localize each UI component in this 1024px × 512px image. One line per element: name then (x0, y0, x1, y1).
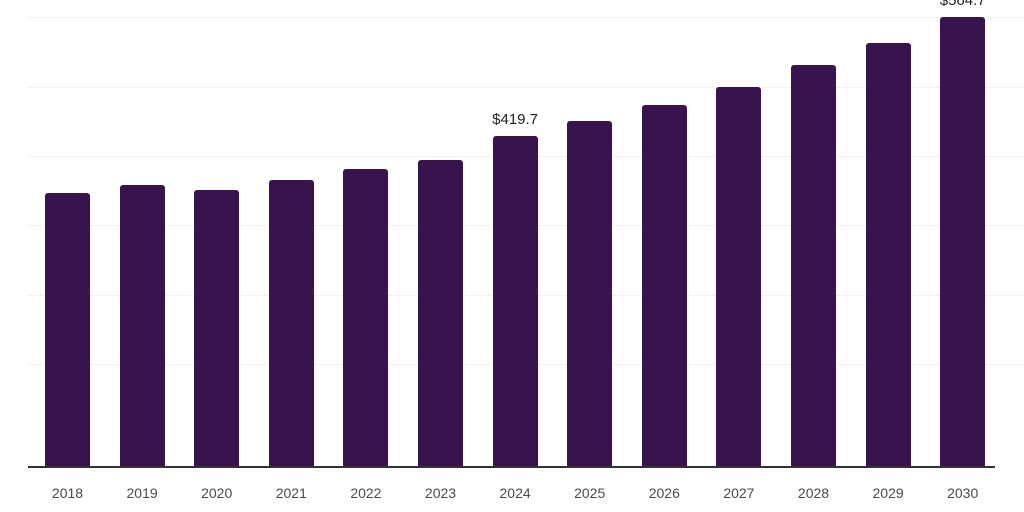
bar-group (343, 0, 389, 466)
x-tick-label-2029: 2029 (872, 485, 904, 501)
x-axis-tick-labels: 2018 2019 2020 2021 2022 2023 2024 2025 2026 2027… (0, 466, 1024, 512)
bar-2022[interactable] (343, 169, 389, 466)
x-tick-label-2025: 2025 (574, 485, 606, 501)
bar-2026[interactable] (641, 104, 687, 466)
bar-group (641, 0, 687, 466)
bar-group (194, 0, 240, 466)
bar-2021[interactable] (268, 180, 314, 466)
bar-group (567, 0, 613, 466)
bar-group (268, 0, 314, 466)
x-tick-label-2026: 2026 (648, 485, 680, 501)
x-tick-label-2024: 2024 (499, 485, 531, 501)
bar-group (791, 0, 836, 466)
x-tick-label-2022: 2022 (350, 485, 382, 501)
bar-2024[interactable] (492, 135, 538, 466)
bar-group (45, 0, 90, 466)
bar-value-label-2024: $419.7 (492, 110, 539, 128)
bar-2020[interactable] (194, 190, 240, 466)
bar-group: $564.7 (939, 0, 986, 466)
bar-2018[interactable] (45, 193, 90, 466)
x-axis-line (28, 466, 995, 468)
bar-2019[interactable] (119, 185, 165, 466)
x-tick-label-2019: 2019 (126, 485, 158, 501)
x-tick-label-2018: 2018 (51, 485, 84, 501)
bar-2028[interactable] (791, 64, 836, 466)
bar-2023[interactable] (418, 160, 463, 466)
x-tick-label-2023: 2023 (424, 485, 457, 501)
bar-group (119, 0, 165, 466)
bar-value-label-2030: $564.7 (939, 0, 986, 10)
x-tick-label-2028: 2028 (797, 485, 830, 501)
bar-group: $419.7 (492, 0, 539, 466)
bar-group (865, 0, 911, 466)
bar-2030[interactable] (940, 17, 986, 466)
x-tick-label-2021: 2021 (275, 485, 307, 501)
x-tick-label-2027: 2027 (723, 485, 755, 501)
bar-group (418, 0, 463, 466)
bar-group (716, 0, 762, 466)
x-tick-label-2020: 2020 (201, 485, 233, 501)
x-tick-label-2030: 2030 (947, 485, 979, 501)
bar-2025[interactable] (567, 120, 613, 466)
bar-2027[interactable] (716, 87, 762, 466)
bar-2029[interactable] (865, 43, 911, 466)
plot-area: $419.7 $564.7 (45, 0, 986, 466)
